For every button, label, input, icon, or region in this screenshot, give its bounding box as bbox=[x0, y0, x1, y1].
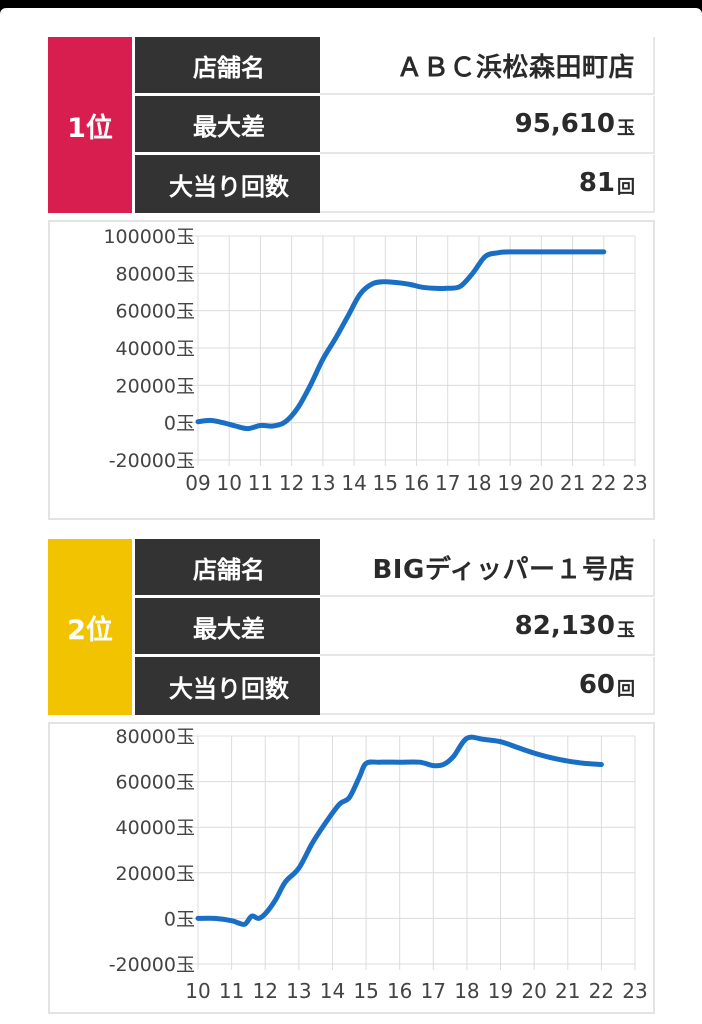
rank-badge: 2位 bbox=[48, 539, 132, 715]
hits-value-cell: 81 回 bbox=[320, 155, 655, 213]
y-tick-label: 20000 bbox=[116, 863, 176, 885]
x-tick-label: 13 bbox=[286, 979, 311, 1003]
max-diff-value: 82,130 bbox=[514, 611, 615, 641]
x-tick-label: 19 bbox=[497, 471, 522, 495]
y-tick-label: 40000 bbox=[116, 338, 176, 360]
max-diff-value-cell: 82,130 玉 bbox=[320, 598, 655, 656]
hits-row: 大当り回数 81 回 bbox=[132, 155, 655, 213]
max-diff-value-cell: 95,610 玉 bbox=[320, 96, 655, 154]
store-name: ＡＢＣ浜松森田町店 bbox=[396, 52, 635, 83]
y-tick-unit: 玉 bbox=[176, 726, 195, 748]
y-tick-unit: 玉 bbox=[176, 375, 195, 397]
hits-value: 81 bbox=[578, 168, 615, 198]
y-tick-unit: 玉 bbox=[176, 450, 195, 472]
x-tick-label: 16 bbox=[404, 471, 429, 495]
y-tick-unit: 玉 bbox=[176, 772, 195, 794]
x-tick-label: 22 bbox=[591, 471, 616, 495]
x-tick-label: 13 bbox=[310, 471, 335, 495]
y-tick-label: 60000 bbox=[116, 772, 176, 794]
rank-badge: 1位 bbox=[48, 37, 132, 213]
x-tick-label: 20 bbox=[521, 979, 546, 1003]
store-value-cell: ＡＢＣ浜松森田町店 bbox=[320, 37, 655, 95]
x-tick-label: 18 bbox=[466, 471, 491, 495]
y-tick-unit: 玉 bbox=[176, 338, 195, 360]
store-info-table: 1位 店舗名 ＡＢＣ浜松森田町店 最大差 95,610 玉 大当り回数 81 回 bbox=[48, 37, 655, 213]
x-tick-label: 12 bbox=[279, 471, 304, 495]
max-diff-label: 最大差 bbox=[132, 96, 323, 154]
x-tick-label: 15 bbox=[373, 471, 398, 495]
store-row: 店舗名 BIGディッパー１号店 bbox=[132, 539, 655, 597]
y-tick-unit: 玉 bbox=[176, 817, 195, 839]
x-tick-label: 10 bbox=[185, 979, 210, 1003]
x-tick-label: 17 bbox=[421, 979, 446, 1003]
chart-box-2: 10 11 12 13 14 15 16 17 18 19 20 21 22 23 -20000 玉 0 玉 200… bbox=[48, 722, 655, 1014]
ranking-card-1: 1位 店舗名 ＡＢＣ浜松森田町店 最大差 95,610 玉 大当り回数 81 回 bbox=[48, 37, 655, 520]
y-tick-unit: 玉 bbox=[176, 863, 195, 885]
x-tick-label: 11 bbox=[248, 471, 273, 495]
store-label: 店舗名 bbox=[132, 37, 323, 95]
line-chart-2: 10 11 12 13 14 15 16 17 18 19 20 21 22 23-20000 玉0 玉200… bbox=[109, 726, 648, 1003]
x-tick-label: 12 bbox=[253, 979, 278, 1003]
y-tick-unit: 玉 bbox=[176, 908, 195, 930]
series-line bbox=[195, 734, 604, 927]
y-tick-label: 80000 bbox=[116, 263, 176, 285]
store-label: 店舗名 bbox=[132, 539, 323, 597]
y-tick-unit: 玉 bbox=[176, 954, 195, 976]
x-tick-label: 23 bbox=[622, 979, 647, 1003]
hits-label: 大当り回数 bbox=[132, 657, 323, 715]
store-name: BIGディッパー１号店 bbox=[372, 554, 635, 585]
series-line bbox=[195, 249, 607, 432]
hits-unit: 回 bbox=[617, 679, 635, 700]
max-diff-row: 最大差 95,610 玉 bbox=[132, 96, 655, 154]
max-diff-unit: 玉 bbox=[617, 118, 635, 139]
store-info-table: 2位 店舗名 BIGディッパー１号店 最大差 82,130 玉 大当り回数 60 回 bbox=[48, 539, 655, 715]
store-value-cell: BIGディッパー１号店 bbox=[320, 539, 655, 597]
hits-unit: 回 bbox=[617, 177, 635, 198]
y-tick-label: 40000 bbox=[116, 817, 176, 839]
y-tick-unit: 玉 bbox=[176, 226, 195, 248]
y-tick-label: -20000 bbox=[109, 450, 176, 472]
y-tick-label: 80000 bbox=[116, 726, 176, 748]
y-tick-label: 0 bbox=[164, 908, 176, 930]
max-diff-unit: 玉 bbox=[617, 620, 635, 641]
line-chart-1: 09 10 11 12 13 14 15 16 17 18 19 20 21 22 23-20000 玉0 玉2… bbox=[103, 226, 647, 495]
max-diff-value: 95,610 bbox=[514, 109, 615, 139]
x-tick-label: 20 bbox=[529, 471, 554, 495]
x-tick-label: 22 bbox=[589, 979, 614, 1003]
page: 1位 店舗名 ＡＢＣ浜松森田町店 最大差 95,610 玉 大当り回数 81 回 bbox=[0, 8, 702, 1024]
y-tick-unit: 玉 bbox=[176, 301, 195, 323]
y-tick-unit: 玉 bbox=[176, 413, 195, 435]
x-tick-label: 11 bbox=[219, 979, 244, 1003]
ranking-card-2: 2位 店舗名 BIGディッパー１号店 最大差 82,130 玉 大当り回数 60 回 bbox=[48, 539, 655, 1014]
x-tick-label: 14 bbox=[341, 471, 366, 495]
x-tick-label: 19 bbox=[488, 979, 513, 1003]
store-row: 店舗名 ＡＢＣ浜松森田町店 bbox=[132, 37, 655, 95]
x-tick-label: 16 bbox=[387, 979, 412, 1003]
x-tick-label: 15 bbox=[353, 979, 378, 1003]
y-tick-label: 100000 bbox=[103, 226, 176, 248]
y-tick-label: 20000 bbox=[116, 375, 176, 397]
hits-label: 大当り回数 bbox=[132, 155, 323, 213]
chart-box-1: 09 10 11 12 13 14 15 16 17 18 19 20 21 22 23 -20000 玉 0 玉 2… bbox=[48, 220, 655, 520]
x-tick-label: 09 bbox=[185, 471, 210, 495]
max-diff-label: 最大差 bbox=[132, 598, 323, 656]
hits-value-cell: 60 回 bbox=[320, 657, 655, 715]
y-tick-unit: 玉 bbox=[176, 263, 195, 285]
hits-row: 大当り回数 60 回 bbox=[132, 657, 655, 715]
x-tick-label: 10 bbox=[216, 471, 241, 495]
x-tick-label: 14 bbox=[320, 979, 345, 1003]
max-diff-row: 最大差 82,130 玉 bbox=[132, 598, 655, 656]
x-tick-label: 18 bbox=[454, 979, 479, 1003]
x-tick-label: 17 bbox=[435, 471, 460, 495]
x-tick-label: 21 bbox=[560, 471, 585, 495]
y-tick-label: 60000 bbox=[116, 301, 176, 323]
x-tick-label: 21 bbox=[555, 979, 580, 1003]
y-tick-label: -20000 bbox=[109, 954, 176, 976]
x-tick-label: 23 bbox=[622, 471, 647, 495]
y-tick-label: 0 bbox=[164, 413, 176, 435]
hits-value: 60 bbox=[578, 670, 615, 700]
